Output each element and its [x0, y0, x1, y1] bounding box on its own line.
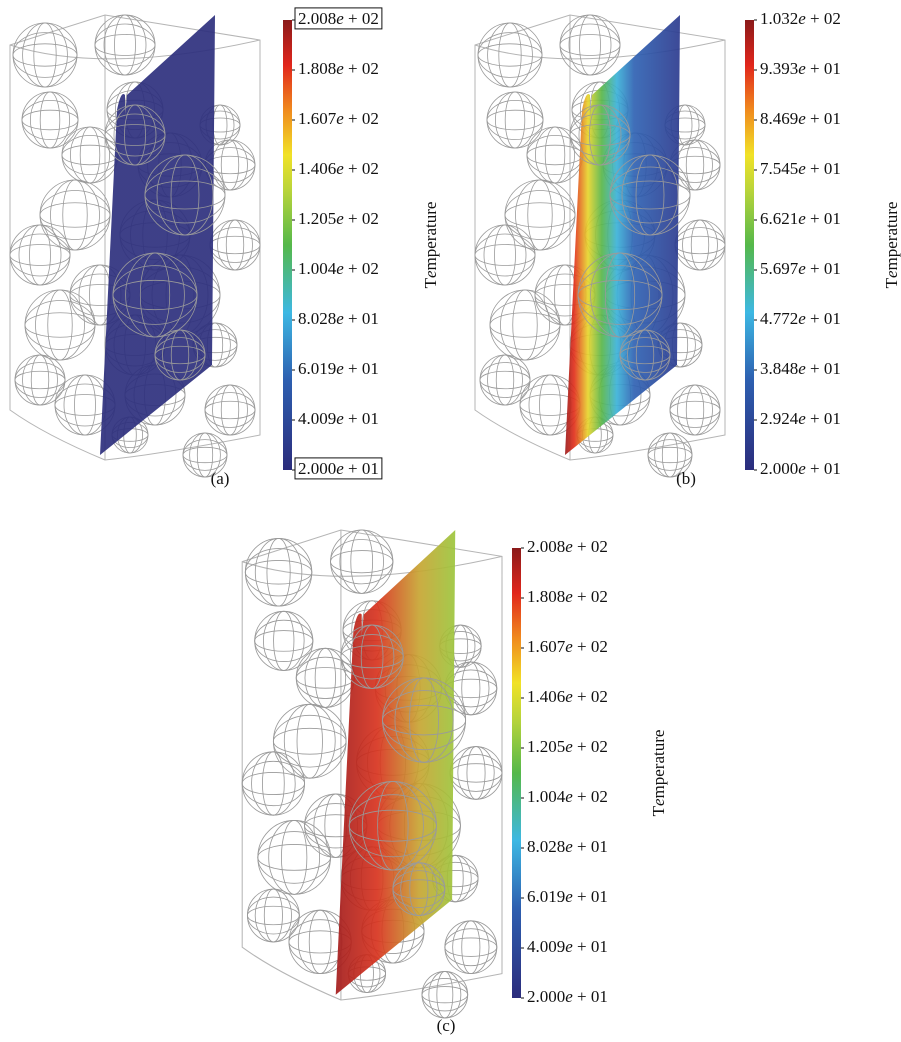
- colorbar-tick-label: 8.469e + 01: [760, 109, 841, 128]
- colorbar-tick-label: 1.406e + 02: [298, 159, 379, 178]
- colorbar: [283, 20, 292, 470]
- cut-plane: [565, 15, 680, 455]
- colorbar-tick-label: 2.008e + 02: [527, 537, 608, 556]
- colorbar-tick-label: 2.924e + 01: [760, 409, 841, 428]
- colorbar-tick-label: 6.019e + 01: [527, 887, 608, 906]
- render-3d: [242, 530, 502, 1018]
- colorbar-tick-label: 2.000e + 01: [760, 459, 841, 478]
- colorbar-tick-label: 1.607e + 02: [527, 637, 608, 656]
- colorbar-tick-label: 6.019e + 01: [298, 359, 379, 378]
- colorbar-tick-label: 6.621e + 01: [760, 209, 841, 228]
- colorbar-tick-label: 5.697e + 01: [760, 259, 841, 278]
- colorbar-label: Temperature: [421, 202, 440, 289]
- colorbar: [745, 20, 754, 470]
- colorbar-tick-label: 1.406e + 02: [527, 687, 608, 706]
- colorbar-tick-label: 1.004e + 02: [298, 259, 379, 278]
- colorbar-tick-label: 8.028e + 01: [298, 309, 379, 328]
- render-3d: [475, 15, 725, 477]
- colorbar-tick-label: 1.205e + 02: [527, 737, 608, 756]
- colorbar-tick-label: 4.772e + 01: [760, 309, 841, 328]
- colorbar-tick-label: 3.848e + 01: [760, 359, 841, 378]
- colorbar-tick-label: 2.008e + 02: [298, 9, 379, 28]
- colorbar-tick-label: 1.607e + 02: [298, 109, 379, 128]
- colorbar-tick-label: 4.009e + 01: [527, 937, 608, 956]
- panel-caption: (b): [676, 469, 696, 488]
- colorbar-label: Temperature: [882, 202, 901, 289]
- figure: 2.008e + 02 1.808e + 02 1.607e + 02 1.406e …: [0, 0, 901, 1042]
- render-3d: [10, 15, 260, 477]
- panel-caption: (a): [211, 469, 230, 488]
- colorbar-tick-label: 1.808e + 02: [527, 587, 608, 606]
- colorbar-tick-label: 8.028e + 01: [527, 837, 608, 856]
- colorbar-tick-label: 4.009e + 01: [298, 409, 379, 428]
- colorbar-tick-label: 1.808e + 02: [298, 59, 379, 78]
- colorbar-tick-label: 1.032e + 02: [760, 9, 841, 28]
- colorbar-tick-label: 7.545e + 01: [760, 159, 841, 178]
- colorbar-tick-label: 2.000e + 01: [298, 459, 379, 478]
- colorbar: [512, 548, 521, 998]
- colorbar-tick-label: 9.393e + 01: [760, 59, 841, 78]
- colorbar-tick-label: 1.004e + 02: [527, 787, 608, 806]
- colorbar-label: Temperature: [649, 730, 668, 817]
- panel-caption: (c): [437, 1016, 456, 1035]
- colorbar-tick-label: 1.205e + 02: [298, 209, 379, 228]
- cut-plane: [100, 15, 215, 455]
- cut-plane: [336, 530, 456, 995]
- colorbar-tick-label: 2.000e + 01: [527, 987, 608, 1006]
